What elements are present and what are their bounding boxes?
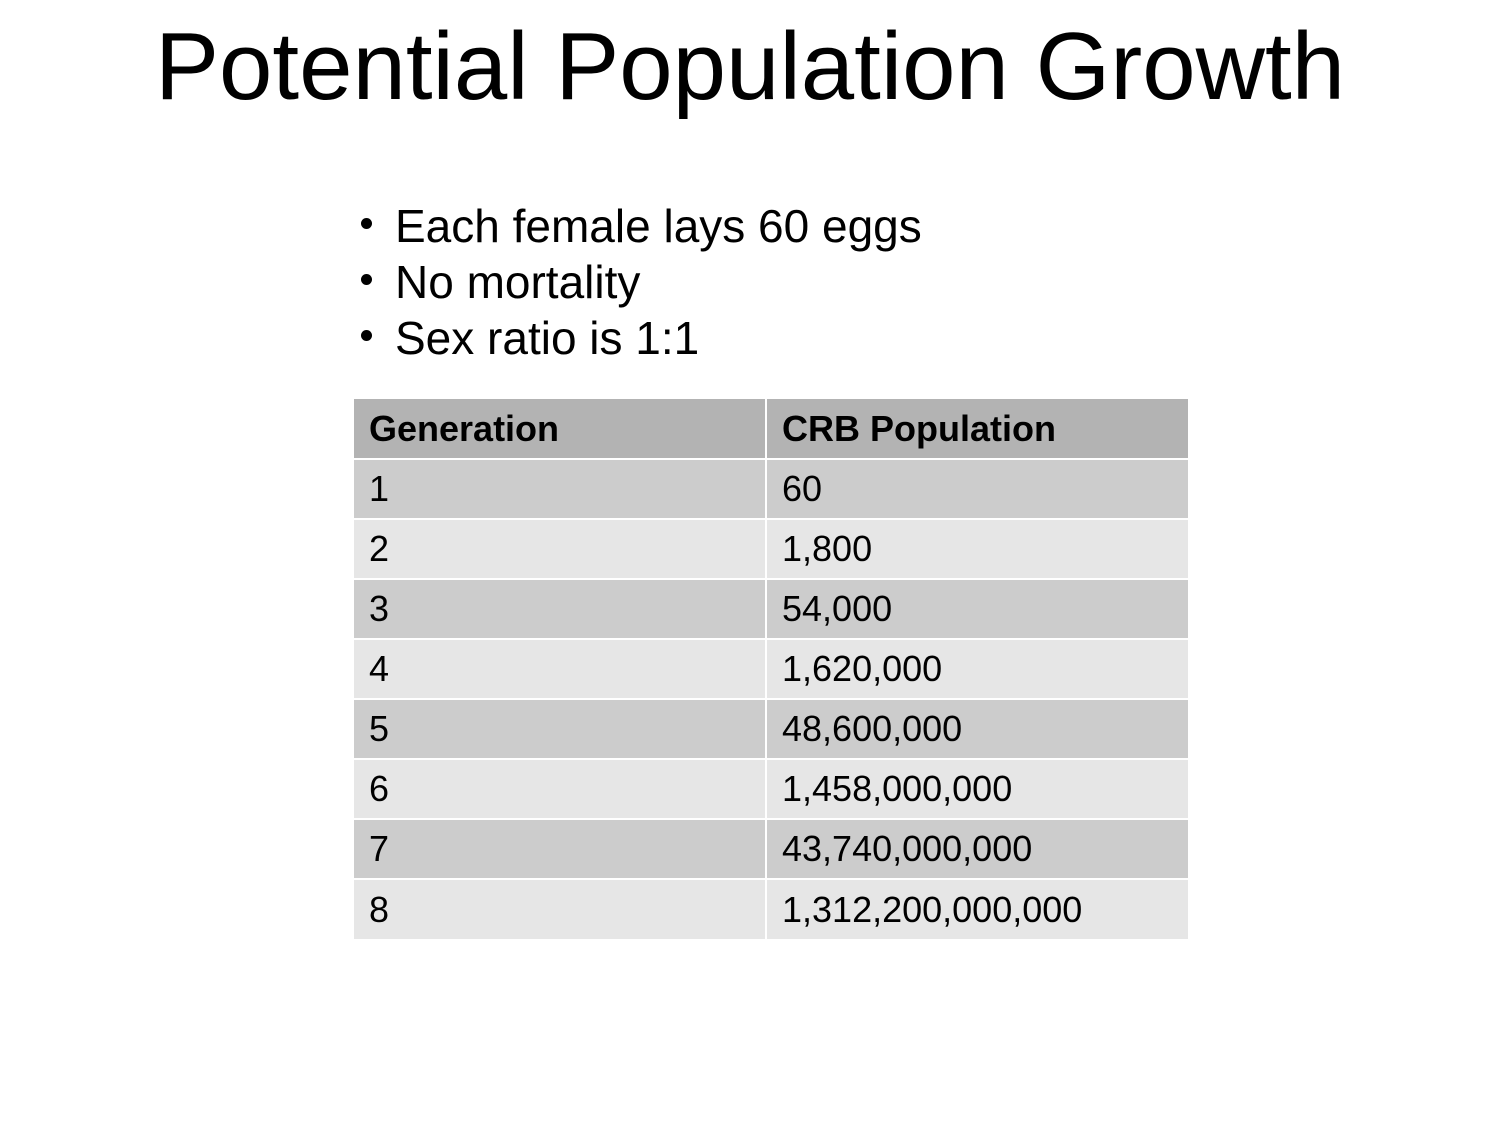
table-row: 2 1,800	[354, 518, 1188, 579]
table-row: 5 48,600,000	[354, 698, 1188, 759]
population-cell: 54,000	[765, 578, 1188, 639]
bullet-text: Each female lays 60 eggs	[395, 200, 922, 252]
population-cell: 48,600,000	[765, 698, 1188, 759]
bullet-dot-icon	[361, 218, 372, 229]
population-cell: 60	[765, 458, 1188, 519]
population-cell: 1,800	[765, 518, 1188, 579]
population-cell: 1,620,000	[765, 638, 1188, 699]
generation-cell: 5	[354, 698, 766, 759]
generation-cell: 8	[354, 878, 766, 939]
bullet-text: No mortality	[395, 256, 641, 308]
header-crb-population: CRB Population	[765, 399, 1188, 459]
bullet-item: Sex ratio is 1:1	[358, 310, 922, 366]
table-row: 1 60	[354, 458, 1188, 519]
population-cell: 1,312,200,000,000	[765, 878, 1188, 939]
bullet-dot-icon	[361, 274, 372, 285]
generation-cell: 6	[354, 758, 766, 819]
bullet-item: No mortality	[358, 254, 922, 310]
table-row: 3 54,000	[354, 578, 1188, 639]
bullet-list: Each female lays 60 eggs No mortality Se…	[358, 198, 922, 366]
generation-cell: 4	[354, 638, 766, 699]
header-generation: Generation	[354, 399, 766, 459]
bullet-item: Each female lays 60 eggs	[358, 198, 922, 254]
population-cell: 43,740,000,000	[765, 818, 1188, 879]
population-cell: 1,458,000,000	[765, 758, 1188, 819]
generation-cell: 1	[354, 458, 766, 519]
table-header-row: Generation CRB Population	[354, 399, 1188, 459]
table-row: 6 1,458,000,000	[354, 758, 1188, 819]
generation-cell: 7	[354, 818, 766, 879]
table-row: 4 1,620,000	[354, 638, 1188, 699]
slide-title: Potential Population Growth	[154, 13, 1346, 120]
bullet-dot-icon	[361, 330, 372, 341]
generation-cell: 2	[354, 518, 766, 579]
generation-cell: 3	[354, 578, 766, 639]
table-row: 8 1,312,200,000,000	[354, 878, 1188, 939]
table-row: 7 43,740,000,000	[354, 818, 1188, 879]
population-table: Generation CRB Population 1 60 2 1,800 3…	[354, 399, 1188, 939]
bullet-text: Sex ratio is 1:1	[395, 312, 700, 364]
